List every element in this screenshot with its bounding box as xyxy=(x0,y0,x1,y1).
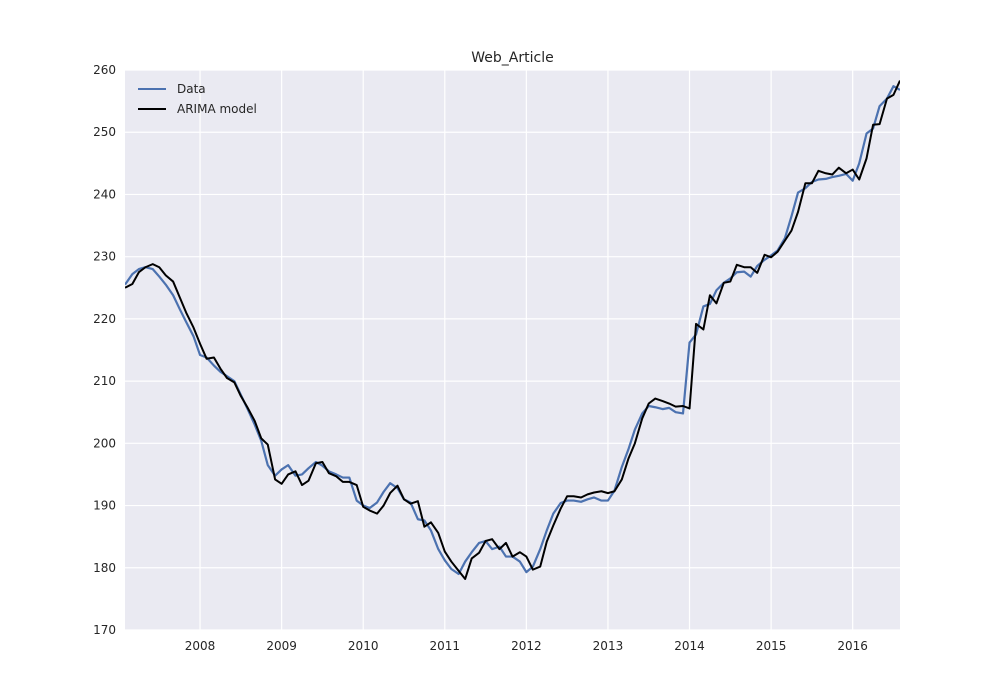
y-axis-ticks: 170 180 190 200 210 220 230 240 250 260 xyxy=(93,63,116,637)
x-tick-label: 2013 xyxy=(593,639,624,653)
plot-area xyxy=(125,70,900,630)
x-tick-label: 2014 xyxy=(674,639,705,653)
y-tick-label: 190 xyxy=(93,499,116,513)
x-tick-label: 2016 xyxy=(837,639,868,653)
chart-title: Web_Article xyxy=(471,50,553,66)
series-group xyxy=(125,80,900,580)
x-tick-label: 2008 xyxy=(185,639,216,653)
grid xyxy=(125,69,900,631)
x-tick-label: 2012 xyxy=(511,639,542,653)
y-tick-label: 180 xyxy=(93,561,116,575)
y-tick-label: 240 xyxy=(93,187,116,201)
legend-label-data: Data xyxy=(177,82,206,96)
x-axis-ticks: 2008 2009 2010 2011 2012 2013 2014 2015 2016 xyxy=(185,639,868,653)
x-tick-label: 2011 xyxy=(430,639,461,653)
y-tick-label: 260 xyxy=(93,63,116,77)
y-tick-label: 250 xyxy=(93,125,116,139)
series-line-arima-model xyxy=(125,80,900,580)
legend: Data ARIMA model xyxy=(138,82,257,116)
x-tick-label: 2010 xyxy=(348,639,379,653)
y-tick-label: 200 xyxy=(93,436,116,450)
y-tick-label: 210 xyxy=(93,374,116,388)
y-tick-label: 230 xyxy=(93,250,116,264)
legend-label-arima-model: ARIMA model xyxy=(177,102,257,116)
x-tick-label: 2009 xyxy=(266,639,297,653)
x-tick-label: 2015 xyxy=(756,639,787,653)
y-tick-label: 170 xyxy=(93,623,116,637)
y-tick-label: 220 xyxy=(93,312,116,326)
